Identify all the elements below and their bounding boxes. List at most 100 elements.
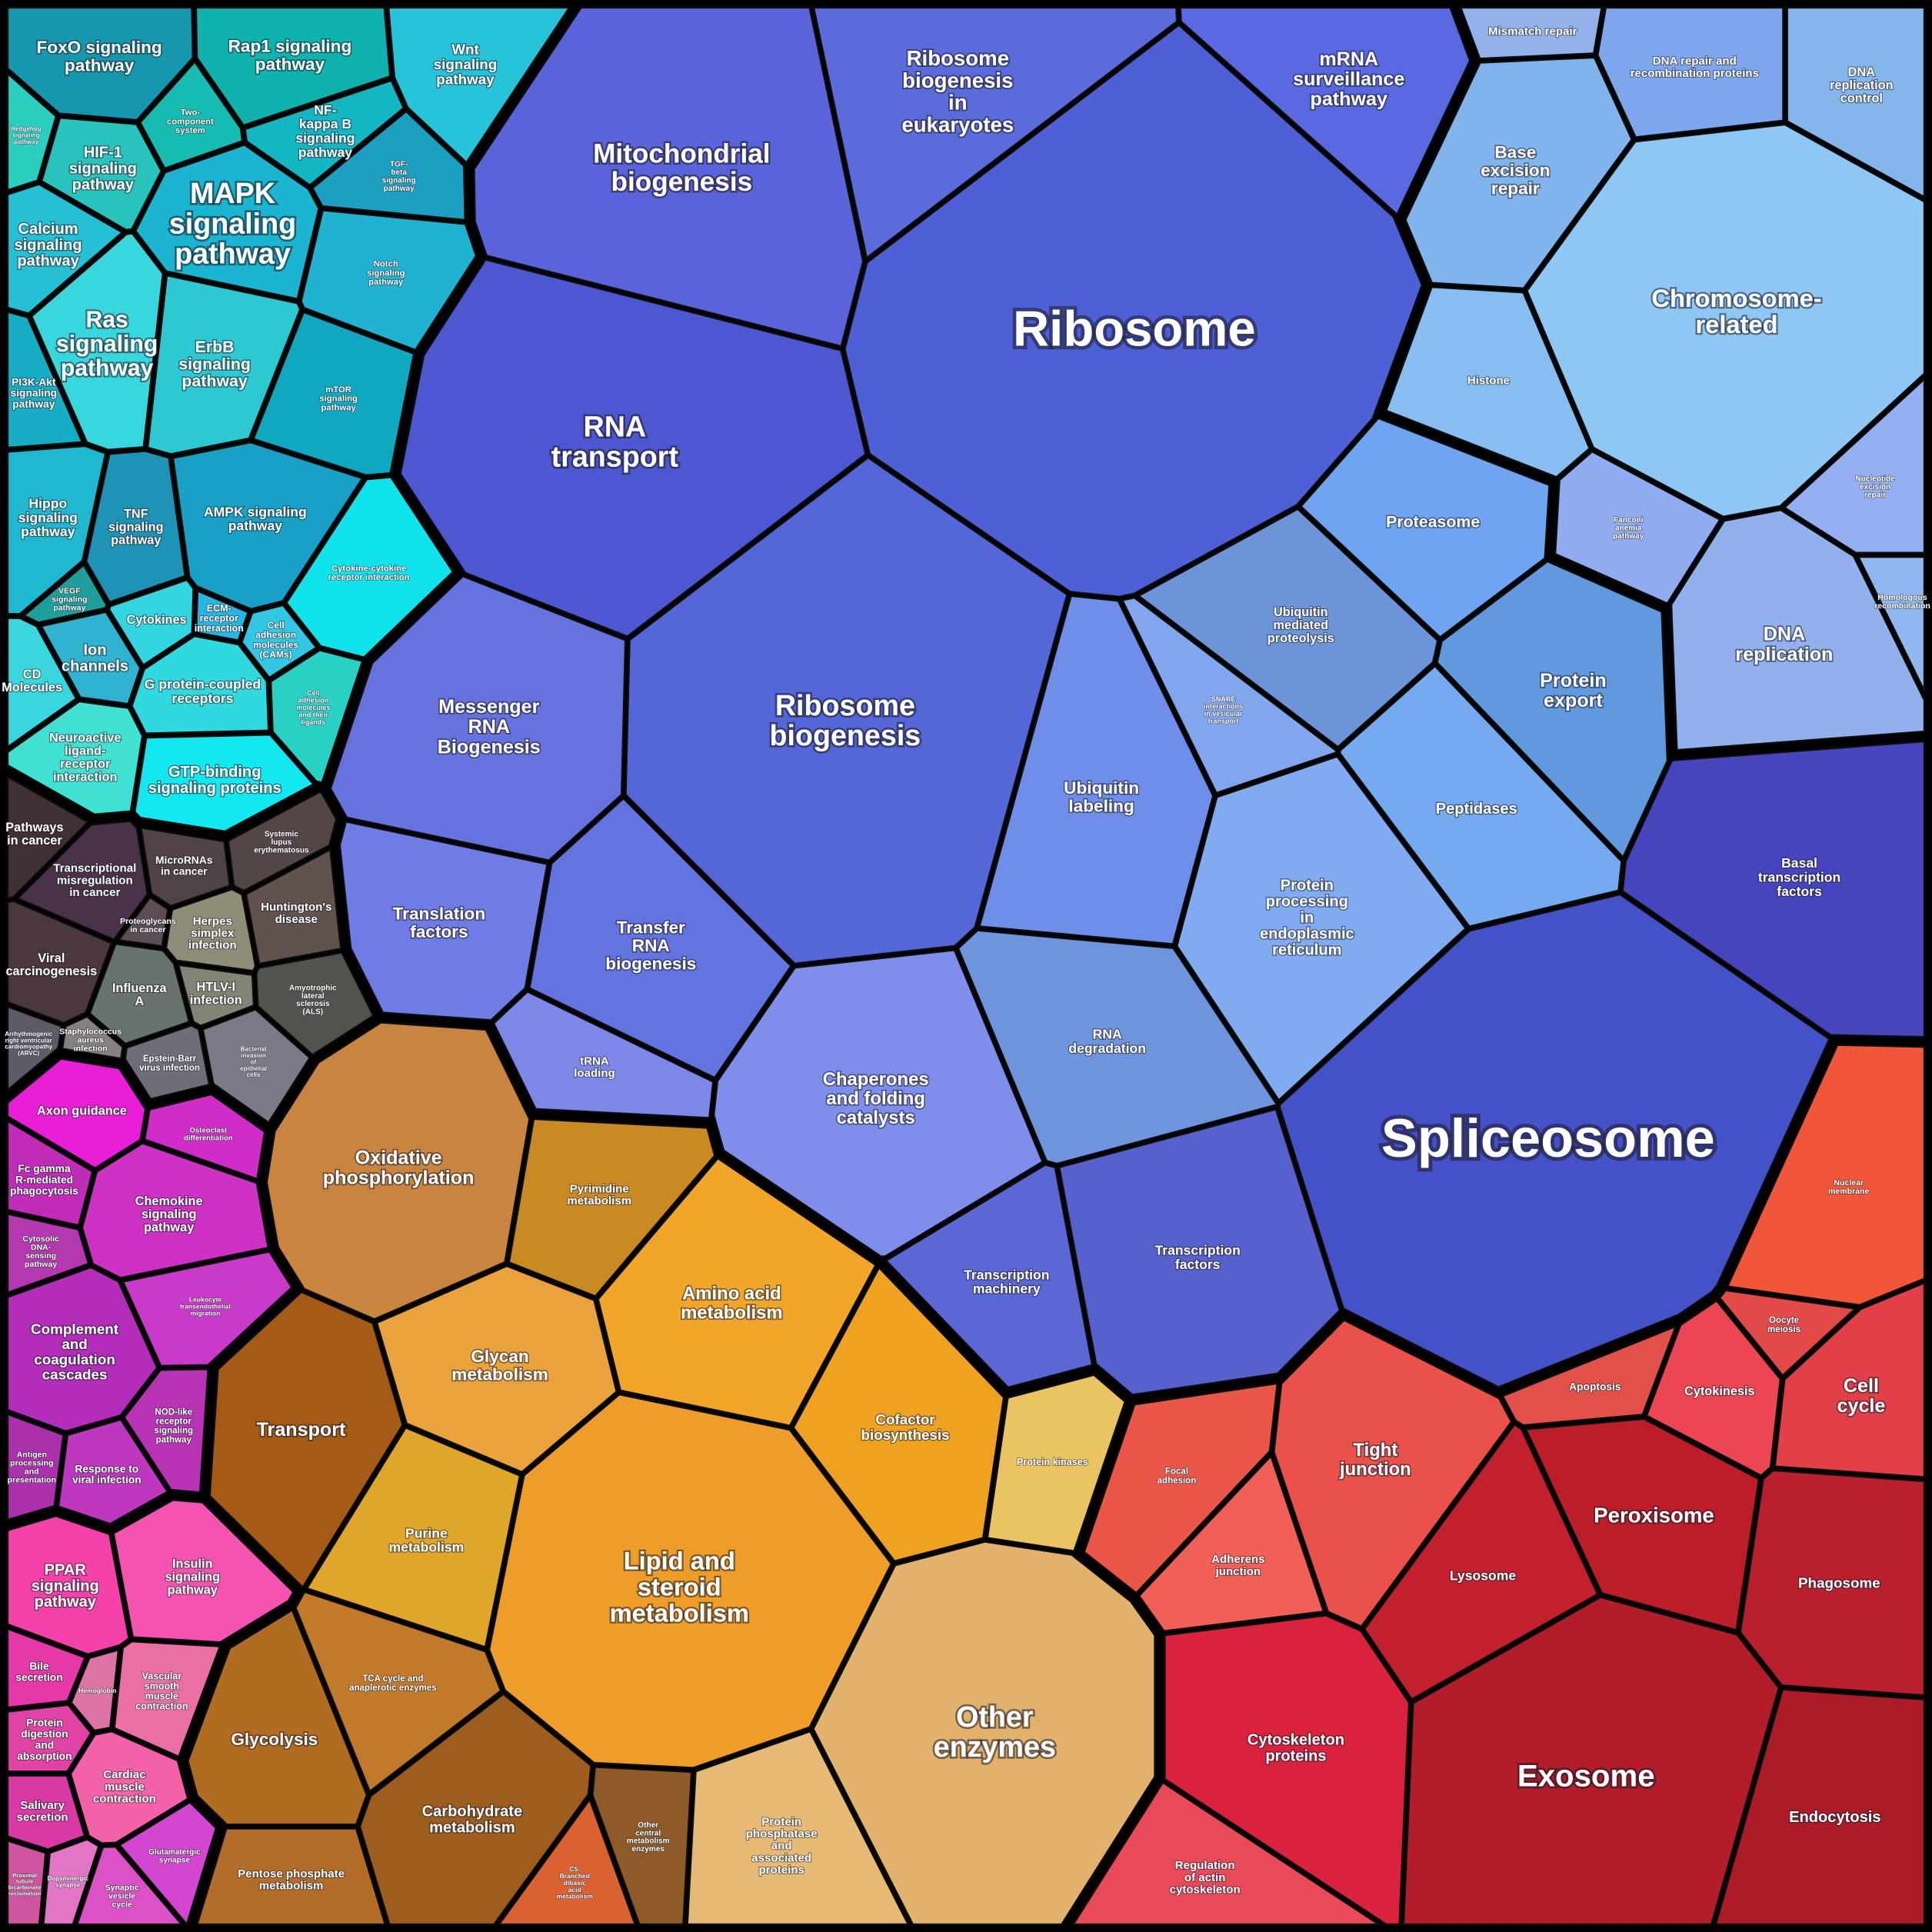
cell-cytokines[interactable] <box>108 578 195 666</box>
cell-transport[interactable] <box>208 1291 404 1588</box>
cell-cytosolic-dna[interactable] <box>6 1213 90 1294</box>
cell-transcription-machinery[interactable] <box>885 1164 1094 1388</box>
cell-tnf[interactable] <box>85 450 186 603</box>
cell-fc-gamma[interactable] <box>6 1120 94 1227</box>
cell-mapk[interactable] <box>135 144 320 300</box>
cell-ecm-receptor[interactable] <box>195 590 249 641</box>
cell-nuclear-membrane[interactable] <box>1727 1044 1926 1306</box>
cell-als[interactable] <box>255 951 375 1056</box>
cell-wnt[interactable] <box>388 6 571 164</box>
cell-transfer-rna[interactable] <box>528 798 792 1079</box>
cell-cytoskeleton-proteins[interactable] <box>1164 1614 1411 1926</box>
cell-nf-kappa-b[interactable] <box>244 79 405 186</box>
cell-dna-replication-control[interactable] <box>1786 6 1926 198</box>
cell-ubiquitin-labeling[interactable] <box>978 595 1214 945</box>
cell-ubiquitin-mediated[interactable] <box>1138 508 1439 748</box>
cell-bacterial-invasion[interactable] <box>202 1008 311 1124</box>
cell-systemic-lupus[interactable] <box>227 791 338 892</box>
cell-translation-factors[interactable] <box>338 821 548 1021</box>
cell-regulation-actin[interactable] <box>1072 1781 1380 1926</box>
cell-bile-secretion[interactable] <box>6 1627 86 1709</box>
cell-cam-ligands[interactable] <box>270 649 364 784</box>
cell-glutamatergic[interactable] <box>118 1801 217 1925</box>
cell-synaptic-vesicle[interactable] <box>76 1846 183 1926</box>
cell-oocyte-meiosis[interactable] <box>1719 1289 1857 1377</box>
cell-staphylococcus[interactable] <box>62 1015 124 1060</box>
cell-response-viral[interactable] <box>57 1418 168 1525</box>
cell-spliceosome[interactable] <box>1278 893 1830 1388</box>
cell-cd-molecules[interactable] <box>6 617 78 748</box>
cell-glycan[interactable] <box>375 1264 618 1474</box>
cell-gtp-binding[interactable] <box>134 734 315 833</box>
cell-pyrimidine[interactable] <box>508 1118 716 1297</box>
cell-leukocyte[interactable] <box>122 1251 293 1367</box>
cell-mrna-surveillance[interactable] <box>1179 6 1471 215</box>
cell-rna-transport[interactable] <box>399 258 867 638</box>
cell-chaperones[interactable] <box>713 949 1044 1257</box>
cell-arvc[interactable] <box>6 1005 63 1091</box>
cell-ribosome-biogenesis-eukaryotes[interactable] <box>812 6 1178 259</box>
cell-adherens-junction[interactable] <box>1138 1455 1325 1632</box>
cell-fanconi[interactable] <box>1554 451 1721 605</box>
cell-osteoclast[interactable] <box>144 1093 266 1180</box>
cell-transcription-factors[interactable] <box>1058 1108 1341 1396</box>
cell-tca-cycle[interactable] <box>295 1591 502 1793</box>
cell-other-central-metabolism[interactable] <box>591 1766 693 1926</box>
cell-dna-repair-recombination[interactable] <box>1597 6 1784 138</box>
cell-protein-processing-er[interactable] <box>1176 755 1467 1101</box>
cell-lipid-steroid[interactable] <box>488 1394 892 1769</box>
cell-hippo[interactable] <box>6 445 107 615</box>
cell-epstein-barr[interactable] <box>124 1024 211 1100</box>
cell-erbb[interactable] <box>147 275 301 455</box>
cell-lysosome[interactable] <box>1364 1424 1599 1700</box>
cell-protein-digestion[interactable] <box>6 1704 92 1773</box>
cell-vegf[interactable] <box>23 564 108 624</box>
cell-calcium[interactable] <box>6 183 123 315</box>
cell-huntingtons[interactable] <box>245 848 342 965</box>
cell-amino-acid[interactable] <box>597 1158 876 1427</box>
cell-tight-junction[interactable] <box>1273 1319 1513 1627</box>
cell-nucleotide-excision[interactable] <box>1784 378 1926 554</box>
cell-homologous-recombination[interactable] <box>1857 556 1926 691</box>
cell-mitochondrial-biogenesis[interactable] <box>473 6 864 348</box>
cell-nod-like[interactable] <box>123 1368 209 1494</box>
cell-endocytosis[interactable] <box>1714 1688 1926 1926</box>
cell-chemokine[interactable] <box>81 1142 269 1279</box>
cell-protein-kinases[interactable] <box>986 1374 1126 1552</box>
cell-purine[interactable] <box>306 1427 521 1648</box>
cell-cofactor[interactable] <box>792 1267 1005 1562</box>
cell-notch[interactable] <box>300 209 478 351</box>
cell-mtor[interactable] <box>252 311 415 476</box>
cell-ras[interactable] <box>31 232 164 451</box>
cell-htlv-i[interactable] <box>177 964 255 1027</box>
cell-peroxisome[interactable] <box>1525 1417 1760 1631</box>
cell-dna-replication[interactable] <box>1671 509 1926 751</box>
cell-proteasome[interactable] <box>1300 417 1551 638</box>
cell-focal-adhesion[interactable] <box>1083 1382 1278 1594</box>
cell-pi3k-akt[interactable] <box>6 311 83 449</box>
cell-histone[interactable] <box>1385 286 1591 478</box>
cell-salivary[interactable] <box>6 1774 86 1850</box>
cell-snare[interactable] <box>1121 597 1337 794</box>
cell-c5-branched[interactable] <box>498 1798 636 1926</box>
cell-cell-cycle[interactable] <box>1774 1282 1926 1478</box>
cell-tgf-beta[interactable] <box>311 110 466 221</box>
cell-ribosome[interactable] <box>844 24 1423 598</box>
cell-ampk[interactable] <box>172 441 364 610</box>
cell-cams[interactable] <box>241 604 318 679</box>
cell-foxo[interactable] <box>6 6 194 122</box>
cell-antigen-processing[interactable] <box>6 1413 65 1521</box>
cell-protein-export[interactable] <box>1436 560 1668 858</box>
cell-herpes-simplex[interactable] <box>165 888 257 972</box>
cell-two-component[interactable] <box>139 61 244 169</box>
cell-oxidative-phosphorylation[interactable] <box>265 1021 531 1321</box>
cell-mismatch-repair[interactable] <box>1460 6 1603 60</box>
cell-transcriptional-misregulation[interactable] <box>16 820 148 941</box>
cell-carbohydrate[interactable] <box>358 1693 592 1926</box>
cell-pathways-in-cancer[interactable] <box>6 775 89 899</box>
cell-ribosome-biogenesis[interactable] <box>625 456 1068 964</box>
cell-glycolysis[interactable] <box>187 1609 368 1826</box>
cell-apoptosis[interactable] <box>1501 1325 1677 1427</box>
cell-other-enzymes[interactable] <box>812 1541 1156 1926</box>
cell-proteoglycans[interactable] <box>118 896 169 948</box>
